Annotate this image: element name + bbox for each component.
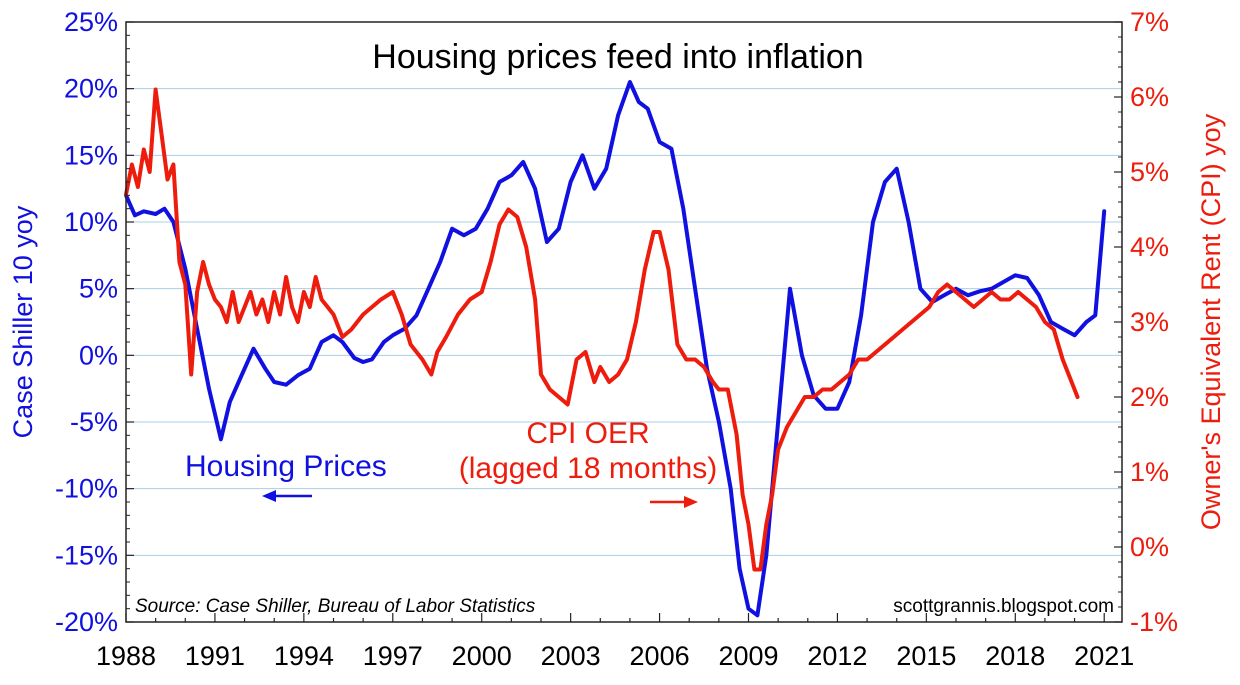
left-tick-label: 5% <box>79 274 118 304</box>
x-tick-label: 1994 <box>274 641 334 671</box>
axis-ticks <box>125 21 1122 623</box>
left-arrow-icon <box>262 490 312 502</box>
right-tick-label: 2% <box>1130 382 1169 412</box>
left-tick-label: -15% <box>55 540 118 570</box>
right-tick-label: 4% <box>1130 232 1169 262</box>
x-tick-label: 2006 <box>630 641 690 671</box>
right-axis-tick-labels: 7% 6% 5% 4% 3% 2% 1% 0% -1% <box>1130 7 1178 637</box>
left-tick-label: -20% <box>55 607 118 637</box>
x-axis-tick-labels: 1988 1991 1994 1997 2000 2003 2006 2009 2012 2015… <box>96 641 1134 671</box>
oer-annotation-line2: (lagged 18 months) <box>459 452 718 485</box>
left-axis-label: Case Shiller 10 yoy <box>8 205 38 438</box>
right-tick-label: 0% <box>1130 532 1169 562</box>
right-tick-label: 3% <box>1130 307 1169 337</box>
right-tick-label: 1% <box>1130 457 1169 487</box>
left-axis-tick-labels: 25% 20% 15% 10% 5% 0% -5% -10% -15% -20% <box>55 7 118 637</box>
series-layer <box>124 80 1107 618</box>
x-tick-label: 1991 <box>185 641 245 671</box>
x-tick-label: 2009 <box>718 641 778 671</box>
left-tick-label: 20% <box>64 74 118 104</box>
source-note: Source: Case Shiller, Bureau of Labor St… <box>135 596 536 617</box>
right-tick-label: 5% <box>1130 157 1169 187</box>
x-tick-label: 2018 <box>985 641 1045 671</box>
left-tick-label: -10% <box>55 474 118 504</box>
gridlines <box>126 88 1122 556</box>
x-tick-label: 2015 <box>896 641 956 671</box>
left-tick-label: 15% <box>64 140 118 170</box>
right-tick-label: -1% <box>1130 607 1178 637</box>
housing-prices-annotation: Housing Prices <box>185 450 387 483</box>
x-tick-label: 1988 <box>96 641 156 671</box>
housing-series-line <box>124 80 1107 618</box>
x-tick-label: 1997 <box>363 641 423 671</box>
left-tick-label: 0% <box>79 340 118 370</box>
right-tick-label: 7% <box>1130 7 1169 37</box>
right-arrow-icon <box>650 496 698 508</box>
right-axis-label: Owner's Equivalent Rent (CPI) yoy <box>1196 113 1226 530</box>
x-tick-label: 2000 <box>452 641 512 671</box>
left-tick-label: 10% <box>64 207 118 237</box>
chart-title: Housing prices feed into inflation <box>372 38 863 76</box>
left-tick-label: -5% <box>70 407 118 437</box>
x-tick-label: 2003 <box>541 641 601 671</box>
oer-annotation-line1: CPI OER <box>526 417 649 450</box>
oer-series-line <box>124 87 1080 572</box>
credit-note: scottgrannis.blogspot.com <box>893 596 1114 617</box>
x-tick-label: 2021 <box>1074 641 1134 671</box>
right-tick-label: 6% <box>1130 82 1169 112</box>
x-tick-label: 2012 <box>807 641 867 671</box>
left-tick-label: 25% <box>64 7 118 37</box>
plot-background <box>126 22 1122 622</box>
